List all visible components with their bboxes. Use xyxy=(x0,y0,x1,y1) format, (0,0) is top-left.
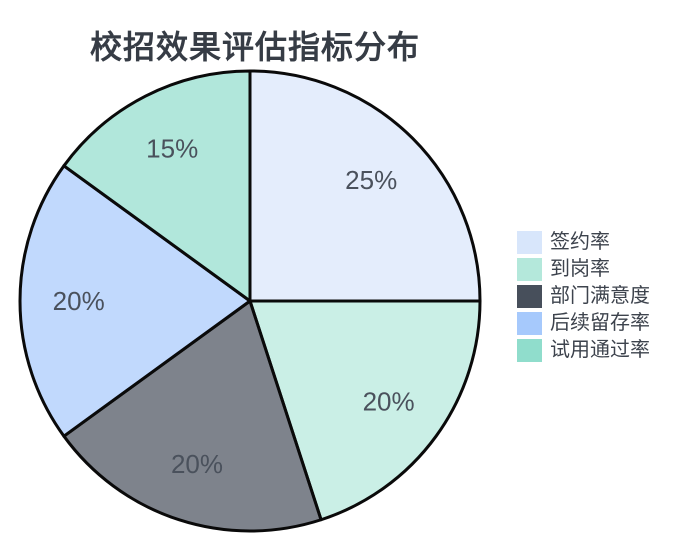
legend-swatch-1 xyxy=(517,258,542,281)
legend-swatch-2 xyxy=(517,285,542,308)
pct-label-1: 20% xyxy=(363,387,415,417)
legend-swatch-0 xyxy=(517,231,542,254)
pct-label-4: 15% xyxy=(146,133,198,163)
pie-slice-1 xyxy=(248,299,482,522)
pie-slice-2 xyxy=(62,299,323,533)
legend-label-1: 到岗率 xyxy=(550,258,610,280)
legend-item-1: 到岗率 xyxy=(517,256,650,283)
pct-label-2: 20% xyxy=(171,449,223,479)
legend-label-3: 后续留存率 xyxy=(550,312,650,334)
pct-label-0: 25% xyxy=(345,165,397,195)
legend: 签约率到岗率部门满意度后续留存率试用通过率 xyxy=(517,229,650,364)
legend-item-4: 试用通过率 xyxy=(517,337,650,364)
legend-swatch-3 xyxy=(517,312,542,335)
pie-slice-4 xyxy=(62,69,252,303)
legend-swatch-4 xyxy=(517,339,542,362)
pie-slice-0 xyxy=(248,69,482,303)
legend-label-0: 签约率 xyxy=(550,231,610,253)
legend-item-0: 签约率 xyxy=(517,229,650,256)
legend-item-3: 后续留存率 xyxy=(517,310,650,337)
legend-label-4: 试用通过率 xyxy=(550,339,650,361)
pie-slice-3 xyxy=(18,164,252,438)
legend-item-2: 部门满意度 xyxy=(517,283,650,310)
pct-label-3: 20% xyxy=(53,286,105,316)
chart-title: 校招效果评估指标分布 xyxy=(89,29,421,65)
legend-label-2: 部门满意度 xyxy=(550,285,650,307)
